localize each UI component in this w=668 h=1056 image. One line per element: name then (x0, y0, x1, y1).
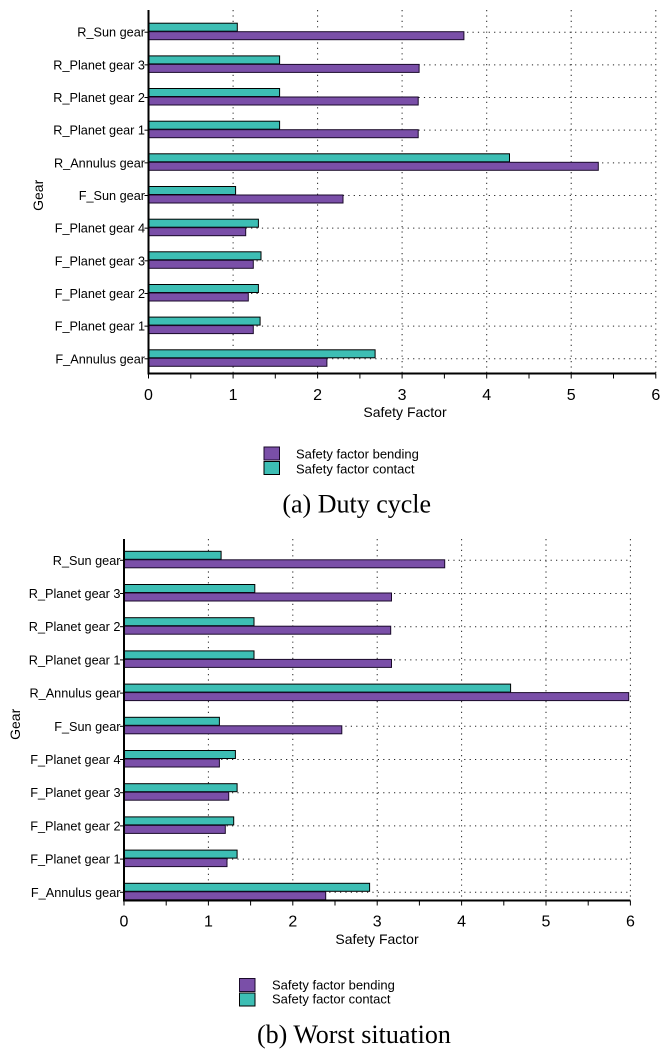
svg-text:F_Planet gear 4: F_Planet gear 4 (55, 222, 145, 236)
svg-text:F_Planet gear 3: F_Planet gear 3 (55, 254, 145, 268)
svg-text:R_Planet gear 2: R_Planet gear 2 (53, 91, 145, 105)
svg-text:F_Annulus gear: F_Annulus gear (31, 886, 121, 900)
svg-text:(b) Worst situation: (b) Worst situation (257, 1020, 451, 1049)
svg-text:4: 4 (457, 914, 466, 931)
svg-text:F_Planet gear 1: F_Planet gear 1 (55, 320, 145, 334)
svg-text:3: 3 (398, 387, 407, 404)
svg-text:Safety Factor: Safety Factor (335, 931, 419, 947)
svg-text:F_Sun gear: F_Sun gear (79, 189, 146, 203)
svg-text:F_Planet gear 2: F_Planet gear 2 (55, 287, 145, 301)
svg-text:(a) Duty cycle: (a) Duty cycle (282, 490, 431, 519)
svg-text:R_Sun gear: R_Sun gear (77, 26, 145, 40)
svg-text:Gear: Gear (7, 708, 23, 739)
svg-text:3: 3 (373, 914, 382, 931)
svg-text:4: 4 (482, 387, 491, 404)
svg-text:5: 5 (567, 387, 576, 404)
svg-text:F_Planet gear 1: F_Planet gear 1 (30, 853, 120, 867)
svg-text:Safety factor contact: Safety factor contact (272, 992, 391, 1007)
svg-text:1: 1 (204, 914, 213, 931)
svg-text:Safety factor bending: Safety factor bending (272, 978, 395, 993)
svg-text:Safety factor contact: Safety factor contact (296, 462, 415, 477)
svg-text:R_Sun gear: R_Sun gear (53, 554, 121, 568)
svg-text:2: 2 (313, 387, 322, 404)
svg-text:F_Sun gear: F_Sun gear (54, 720, 121, 734)
svg-text:F_Planet gear 2: F_Planet gear 2 (30, 819, 120, 833)
svg-text:2: 2 (288, 914, 297, 931)
svg-text:Gear: Gear (30, 179, 46, 210)
svg-text:0: 0 (120, 914, 129, 931)
svg-text:R_Planet gear 2: R_Planet gear 2 (29, 620, 121, 634)
svg-text:R_Planet gear 3: R_Planet gear 3 (53, 58, 145, 72)
svg-text:R_Annulus gear: R_Annulus gear (30, 687, 122, 701)
svg-text:R_Annulus gear: R_Annulus gear (54, 156, 146, 170)
svg-text:F_Planet gear 3: F_Planet gear 3 (30, 786, 120, 800)
svg-text:0: 0 (144, 387, 153, 404)
svg-text:5: 5 (542, 914, 551, 931)
svg-text:F_Planet gear 4: F_Planet gear 4 (30, 753, 120, 767)
svg-text:R_Planet gear 1: R_Planet gear 1 (29, 653, 121, 667)
svg-text:1: 1 (229, 387, 238, 404)
svg-text:6: 6 (651, 387, 660, 404)
svg-text:6: 6 (626, 914, 635, 931)
svg-text:F_Annulus gear: F_Annulus gear (55, 352, 145, 366)
svg-text:Safety factor bending: Safety factor bending (296, 447, 419, 462)
svg-text:R_Planet gear 1: R_Planet gear 1 (53, 124, 145, 138)
svg-text:R_Planet gear 3: R_Planet gear 3 (29, 587, 121, 601)
svg-text:Safety Factor: Safety Factor (363, 404, 447, 420)
